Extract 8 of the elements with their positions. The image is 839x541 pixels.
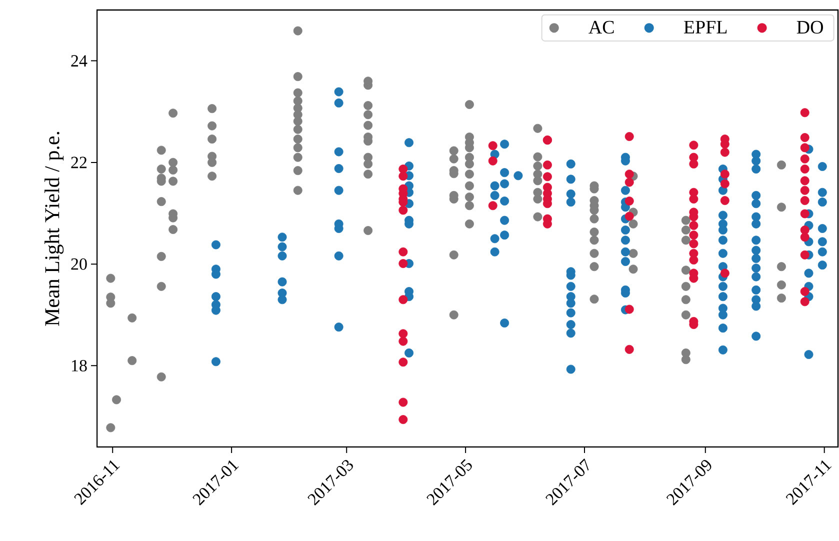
y-tick-label: 20 (71, 258, 87, 270)
legend-label: DO (796, 20, 823, 34)
y-tick-label: 22 (71, 156, 87, 168)
y-tick-label: 18 (72, 360, 87, 372)
y-tick-label: 24 (71, 55, 88, 66)
y-axis-title: Mean Light Yield / p.e. (44, 132, 64, 326)
legend-label: AC (588, 20, 614, 34)
legend-label: EPFL (684, 20, 727, 34)
